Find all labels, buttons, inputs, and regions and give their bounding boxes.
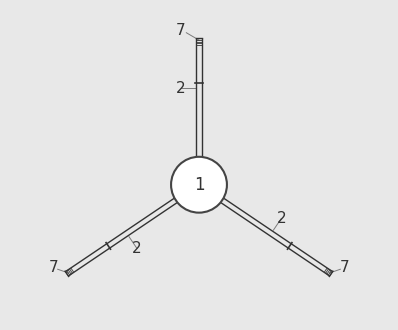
Text: 7: 7 bbox=[176, 23, 186, 38]
Text: 1: 1 bbox=[194, 176, 204, 194]
Text: 2: 2 bbox=[176, 81, 186, 96]
Text: 2: 2 bbox=[132, 241, 142, 256]
Text: 7: 7 bbox=[339, 260, 349, 275]
Circle shape bbox=[171, 157, 227, 213]
Text: 7: 7 bbox=[49, 260, 59, 275]
Text: 2: 2 bbox=[277, 211, 286, 226]
